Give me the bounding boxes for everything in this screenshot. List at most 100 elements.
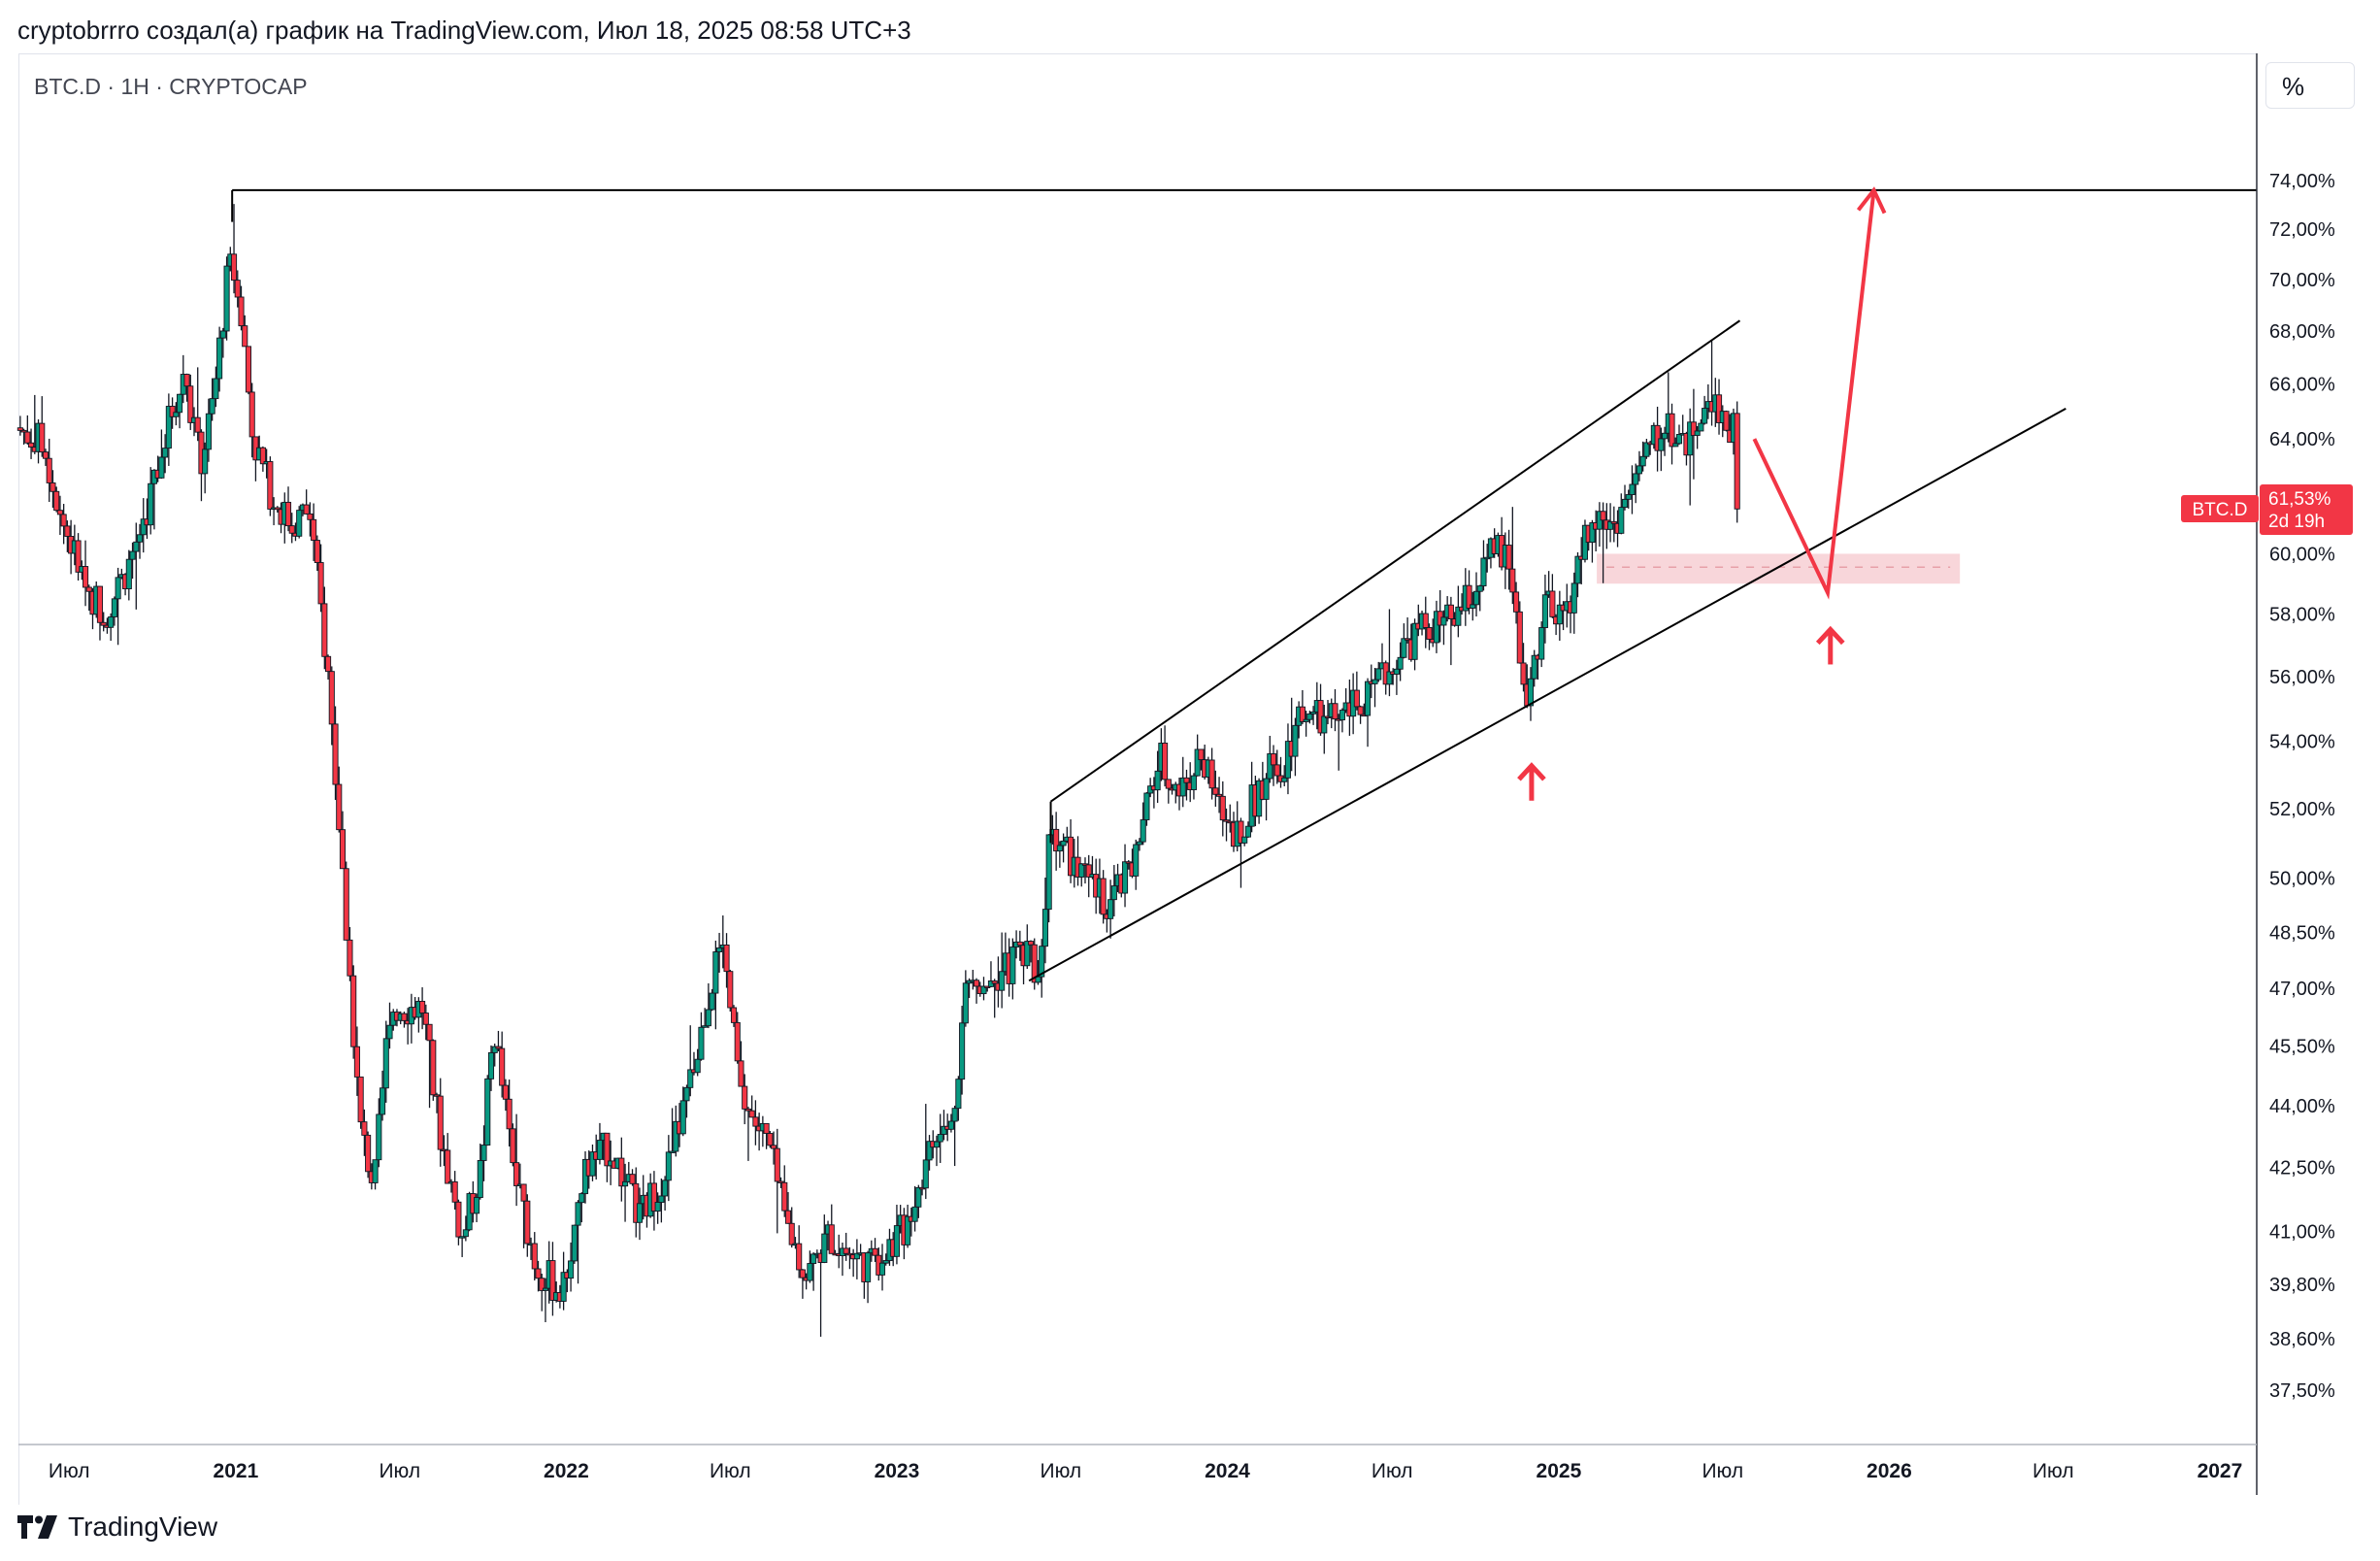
candle-body bbox=[738, 1060, 744, 1087]
candle-body bbox=[1618, 507, 1625, 534]
candle-body bbox=[347, 939, 353, 977]
candle-down bbox=[455, 1199, 462, 1245]
candle-body bbox=[502, 1084, 509, 1100]
candle-body bbox=[843, 1247, 849, 1254]
candle-body bbox=[1633, 473, 1639, 485]
y-tick-label: 74,00% bbox=[2269, 171, 2335, 192]
candle-body bbox=[1194, 748, 1201, 777]
candle-down bbox=[17, 415, 23, 436]
candle-body bbox=[386, 1024, 393, 1040]
candle-down bbox=[781, 1165, 788, 1217]
candle-up bbox=[1607, 503, 1614, 543]
candle-up bbox=[665, 1135, 672, 1202]
candle-body bbox=[1447, 604, 1454, 619]
candle-down bbox=[28, 428, 35, 459]
candle-up bbox=[1633, 463, 1639, 504]
candle-up bbox=[810, 1252, 817, 1291]
candle-up bbox=[209, 378, 215, 421]
candle-body bbox=[484, 1078, 491, 1146]
candle-body bbox=[433, 1094, 441, 1097]
candle-up bbox=[115, 567, 121, 646]
candle-body bbox=[1672, 443, 1679, 448]
candle-body bbox=[459, 1236, 466, 1239]
candle-up bbox=[679, 1086, 686, 1137]
candle-body bbox=[705, 1009, 711, 1027]
candle-body bbox=[712, 951, 719, 994]
candle-down bbox=[1690, 388, 1697, 480]
candle-up bbox=[1241, 836, 1248, 847]
candle-up bbox=[1310, 706, 1317, 725]
candle-down bbox=[1336, 714, 1342, 771]
candle-body bbox=[796, 1243, 803, 1271]
percent-scale-button[interactable]: % bbox=[2265, 62, 2355, 109]
chart-caption: cryptobrrro создал(а) график на TradingV… bbox=[17, 16, 911, 45]
candle-up bbox=[386, 1002, 393, 1049]
candle-up bbox=[571, 1224, 578, 1264]
symbol-legend[interactable]: BTC.D · 1H · CRYPTOCAP bbox=[34, 74, 308, 99]
candle-up bbox=[376, 1098, 382, 1168]
candle-down bbox=[274, 506, 281, 513]
candle-body bbox=[520, 1183, 527, 1202]
candle-up bbox=[484, 1075, 491, 1146]
candle-body bbox=[1411, 622, 1418, 660]
candle-up bbox=[911, 1185, 918, 1232]
candle-body bbox=[1068, 836, 1074, 877]
price-tag-group: BTC.D 61,53% 2d 19h bbox=[2181, 484, 2353, 535]
candle-body bbox=[1422, 613, 1429, 628]
candle-body bbox=[491, 1046, 498, 1053]
y-tick-label: 41,00% bbox=[2269, 1221, 2335, 1243]
candle-body bbox=[1190, 775, 1197, 790]
candle-down bbox=[24, 415, 31, 445]
candle-body bbox=[980, 985, 987, 995]
candle-up bbox=[1303, 711, 1309, 737]
candle-body bbox=[325, 655, 332, 673]
candle-body bbox=[1110, 885, 1117, 901]
candle-down bbox=[777, 1177, 784, 1188]
candle-up bbox=[1154, 750, 1161, 804]
candle-body bbox=[158, 456, 165, 479]
candle-up bbox=[1589, 519, 1596, 563]
candle-body bbox=[781, 1181, 788, 1212]
candle-body bbox=[1085, 864, 1092, 878]
candle-body bbox=[1639, 455, 1646, 467]
chart-area[interactable] bbox=[18, 53, 2258, 1505]
candle-body bbox=[194, 416, 201, 433]
y-tick-label: 50,00% bbox=[2269, 869, 2335, 890]
candle-up bbox=[578, 1192, 585, 1223]
candle-down bbox=[343, 861, 349, 941]
candle-up bbox=[937, 1113, 943, 1163]
candle-body bbox=[723, 944, 730, 973]
candle-down bbox=[288, 513, 295, 544]
candle-up bbox=[1009, 938, 1016, 1000]
candle-up bbox=[980, 977, 987, 1001]
candle-body bbox=[596, 1140, 603, 1160]
candle-body bbox=[1292, 724, 1299, 757]
candle-body bbox=[669, 1150, 676, 1153]
candle-body bbox=[1273, 764, 1280, 777]
candle-body bbox=[1024, 941, 1031, 967]
candle-down bbox=[353, 1026, 360, 1096]
candle-up bbox=[987, 961, 995, 988]
candle-body bbox=[1133, 844, 1140, 877]
candle-down bbox=[1447, 596, 1454, 666]
candle-down bbox=[524, 1194, 531, 1257]
candle-body bbox=[694, 1058, 701, 1074]
candle-up bbox=[1618, 493, 1625, 535]
candle-body bbox=[922, 1159, 929, 1189]
candle-down bbox=[1509, 507, 1516, 605]
candle-body bbox=[1031, 944, 1038, 983]
candle-up bbox=[1393, 659, 1400, 695]
candle-body bbox=[673, 1120, 679, 1152]
candle-up bbox=[480, 1125, 487, 1181]
candle-down bbox=[1734, 401, 1740, 523]
candle-body bbox=[419, 1000, 426, 1013]
candle-body bbox=[495, 1046, 502, 1049]
candle-body bbox=[618, 1157, 625, 1187]
candle-body bbox=[430, 1040, 437, 1096]
x-tick-label: Июл bbox=[1702, 1460, 1743, 1482]
candle-up bbox=[1143, 791, 1150, 826]
candle-up bbox=[202, 442, 209, 494]
candle-down bbox=[1212, 770, 1219, 807]
tradingview-logo[interactable]: TradingView bbox=[17, 1511, 217, 1543]
candle-up bbox=[1662, 426, 1669, 456]
